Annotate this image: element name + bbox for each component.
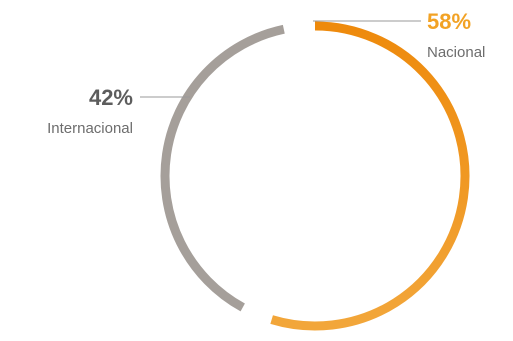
slice-nacional	[270, 21, 470, 331]
slice-internacional	[160, 24, 285, 312]
value-label-internacional: 42%	[89, 85, 133, 110]
category-label-internacional: Internacional	[47, 120, 133, 137]
value-label-nacional: 58%	[427, 9, 471, 34]
category-label-nacional: Nacional	[427, 44, 485, 61]
